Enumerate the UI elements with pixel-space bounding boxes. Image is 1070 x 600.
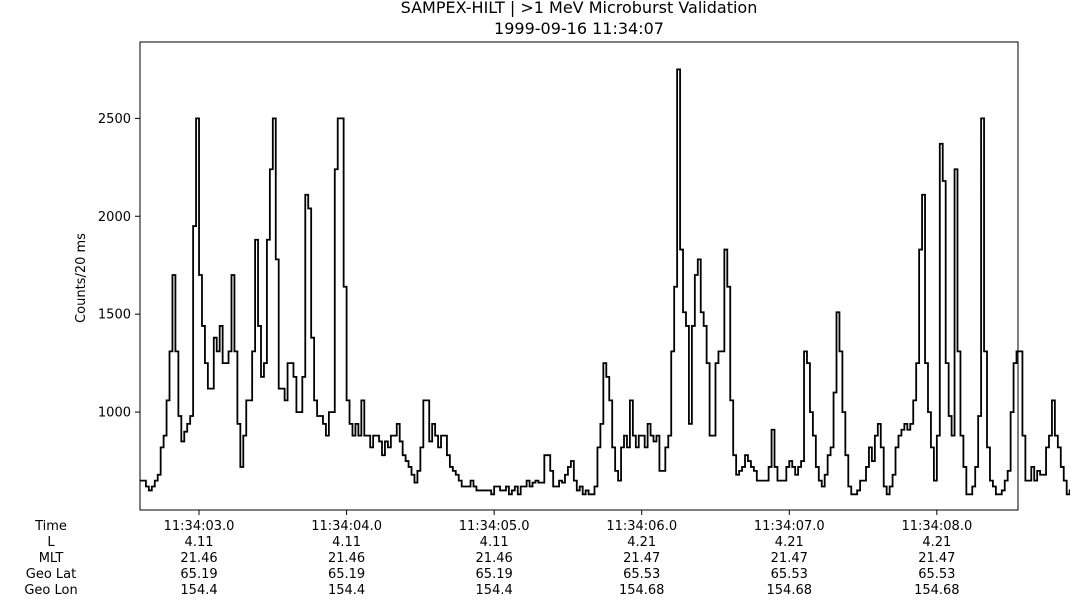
ephemeris-value: 11:34:08.0 <box>901 519 972 534</box>
ephemeris-value: 11:34:03.0 <box>164 519 235 534</box>
ephemeris-value: 11:34:05.0 <box>459 519 530 534</box>
ephemeris-value: 65.53 <box>771 567 808 582</box>
ephemeris-value: 21.46 <box>328 551 365 566</box>
ephemeris-value: 11:34:04.0 <box>311 519 382 534</box>
chart-title: SAMPEX-HILT | >1 MeV Microburst Validati… <box>400 0 758 17</box>
ephemeris-value: 21.47 <box>771 551 808 566</box>
ephemeris-value: 21.47 <box>918 551 955 566</box>
ephemeris-value: 4.21 <box>922 535 951 550</box>
ephemeris-row-label: L <box>47 535 55 550</box>
ephemeris-value: 4.11 <box>185 535 214 550</box>
ephemeris-value: 4.21 <box>775 535 804 550</box>
ephemeris-value: 21.47 <box>623 551 660 566</box>
ephemeris-row-label: Geo Lon <box>24 583 77 598</box>
y-tick-label: 2000 <box>98 210 131 225</box>
ephemeris-row-label: Geo Lat <box>26 567 76 582</box>
ephemeris-value: 154.68 <box>914 583 960 598</box>
y-tick-label: 1000 <box>98 406 131 421</box>
ephemeris-value: 65.19 <box>476 567 513 582</box>
ephemeris-row-label: Time <box>34 519 67 534</box>
ephemeris-value: 21.46 <box>180 551 217 566</box>
ephemeris-value: 4.21 <box>627 535 656 550</box>
counts-series-line <box>140 68 1070 496</box>
ephemeris-value: 154.4 <box>476 583 513 598</box>
ephemeris-value: 154.4 <box>180 583 217 598</box>
chart-subtitle: 1999-09-16 11:34:07 <box>494 19 664 38</box>
ephemeris-value: 4.11 <box>480 535 509 550</box>
y-axis-label: Counts/20 ms <box>74 233 89 323</box>
series-layer <box>140 68 1070 496</box>
ephemeris-value: 21.46 <box>476 551 513 566</box>
y-tick-label: 2500 <box>98 112 131 127</box>
ephemeris-value: 65.19 <box>180 567 217 582</box>
x-axis <box>198 510 938 515</box>
ephemeris-value: 154.68 <box>619 583 665 598</box>
ephemeris-value: 154.68 <box>767 583 813 598</box>
plot-frame <box>139 41 1019 511</box>
ephemeris-value: 65.19 <box>328 567 365 582</box>
y-axis: 1000 1500 2000 2500 <box>98 112 140 421</box>
ephemeris-value: 11:34:07.0 <box>754 519 825 534</box>
ephemeris-value: 154.4 <box>328 583 365 598</box>
ephemeris-value: 4.11 <box>332 535 361 550</box>
ephemeris-value: 65.53 <box>918 567 955 582</box>
ephemeris-value: 11:34:06.0 <box>606 519 677 534</box>
ephemeris-row-label: MLT <box>39 551 64 566</box>
y-tick-label: 1500 <box>98 308 131 323</box>
ephemeris-value: 65.53 <box>623 567 660 582</box>
